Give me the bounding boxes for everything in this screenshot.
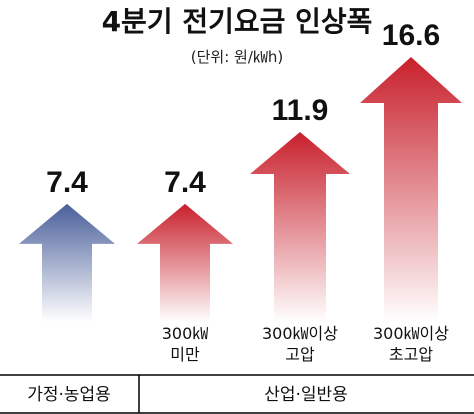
category-label-2-line-0: 300㎾이상 [262, 324, 338, 343]
category-label-1-line-1: 미만 [170, 345, 200, 364]
arrow-marks [19, 57, 462, 322]
arrow-bar-3 [360, 57, 462, 322]
arrow-bar-0 [19, 203, 115, 322]
category-label-2-line-1: 고압 [285, 345, 315, 364]
arrow-bar-1 [137, 203, 233, 322]
group-label-residential: 가정·농업용 [27, 385, 111, 405]
group-table: 가정·농업용 산업·일반용 [0, 374, 474, 414]
value-label-3: 16.6 [382, 19, 440, 52]
category-label-3-line-0: 300㎾이상 [373, 324, 449, 343]
unit-label: (단위: 원/㎾h) [191, 48, 284, 66]
category-label-1-line-0: 300㎾ [162, 324, 209, 343]
value-labels: 7.4 7.4 11.9 16.6 [46, 19, 440, 199]
category-label-3-line-1: 초고압 [389, 345, 433, 364]
chart-title: 4분기 전기요금 인상폭 [102, 5, 373, 38]
arrow-bar-2 [250, 132, 350, 322]
value-label-0: 7.4 [46, 166, 88, 199]
value-label-1: 7.4 [164, 166, 206, 199]
group-label-industrial: 산업·일반용 [264, 385, 348, 405]
value-label-2: 11.9 [272, 94, 329, 127]
